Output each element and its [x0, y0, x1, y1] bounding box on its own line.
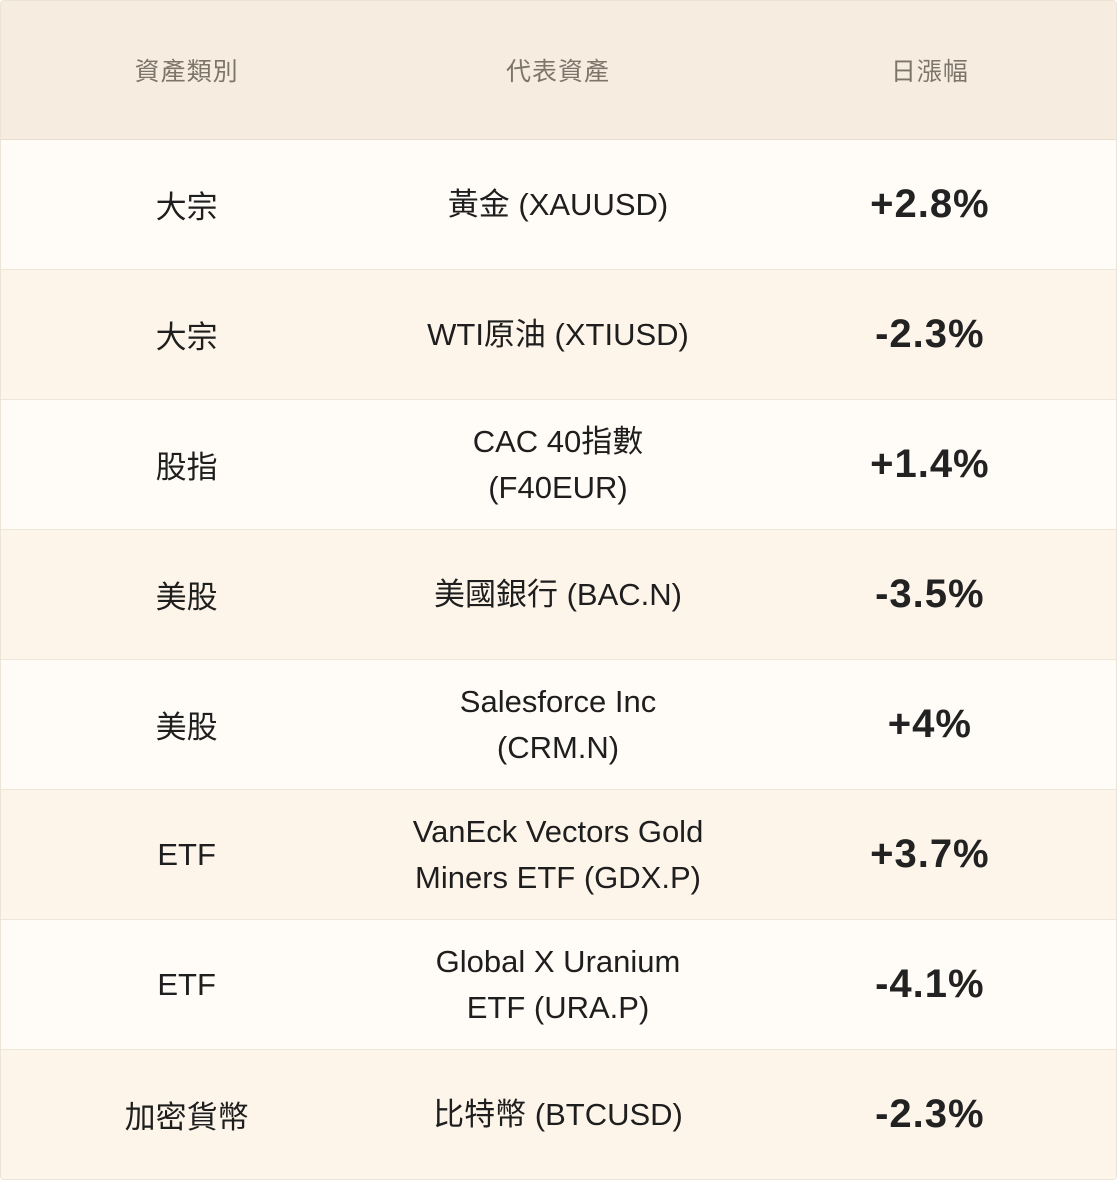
asset-cell: Salesforce Inc (CRM.N) — [459, 683, 657, 765]
table-row: 股指 CAC 40指數 (F40EUR) +1.4% — [1, 400, 1116, 530]
asset-cell: 比特幣 (BTCUSD) — [433, 1096, 683, 1132]
change-cell: +3.7% — [870, 832, 990, 876]
category-cell: 股指 — [155, 450, 218, 485]
change-cell: +2.8% — [870, 182, 990, 226]
header-representative-asset: 代表資產 — [505, 58, 610, 86]
category-cell: 大宗 — [155, 190, 218, 225]
table-row: 大宗 黃金 (XAUUSD) +2.8% — [1, 140, 1116, 270]
asset-cell: CAC 40指數 (F40EUR) — [472, 423, 644, 505]
change-cell: +1.4% — [870, 442, 990, 486]
change-cell: -4.1% — [875, 962, 985, 1006]
category-cell: 美股 — [155, 710, 218, 745]
header-asset-category: 資產類別 — [134, 58, 239, 86]
change-cell: +4% — [887, 702, 972, 746]
change-cell: -3.5% — [875, 572, 985, 616]
table-row: ETF VanEck Vectors Gold Miners ETF (GDX.… — [1, 790, 1116, 920]
category-cell: ETF — [157, 836, 216, 872]
asset-cell: 黃金 (XAUUSD) — [447, 186, 669, 222]
table-header-row: 資產類別 代表資產 日漲幅 — [1, 1, 1116, 140]
table-row: 大宗 WTI原油 (XTIUSD) -2.3% — [1, 270, 1116, 400]
asset-cell: VanEck Vectors Gold Miners ETF (GDX.P) — [412, 813, 704, 895]
change-cell: -2.3% — [875, 1092, 985, 1136]
asset-cell: Global X Uranium ETF (URA.P) — [435, 943, 681, 1025]
table-row: ETF Global X Uranium ETF (URA.P) -4.1% — [1, 920, 1116, 1050]
change-cell: -2.3% — [875, 312, 985, 356]
category-cell: ETF — [157, 966, 216, 1002]
table-row: 美股 美國銀行 (BAC.N) -3.5% — [1, 530, 1116, 660]
category-cell: 美股 — [155, 580, 218, 615]
table-row: 美股 Salesforce Inc (CRM.N) +4% — [1, 660, 1116, 790]
category-cell: 大宗 — [155, 320, 218, 355]
asset-cell: WTI原油 (XTIUSD) — [427, 316, 689, 352]
category-cell: 加密貨幣 — [124, 1100, 249, 1135]
asset-cell: 美國銀行 (BAC.N) — [434, 576, 682, 612]
table-row: 加密貨幣 比特幣 (BTCUSD) -2.3% — [1, 1050, 1116, 1179]
header-daily-change: 日漲幅 — [890, 58, 969, 86]
